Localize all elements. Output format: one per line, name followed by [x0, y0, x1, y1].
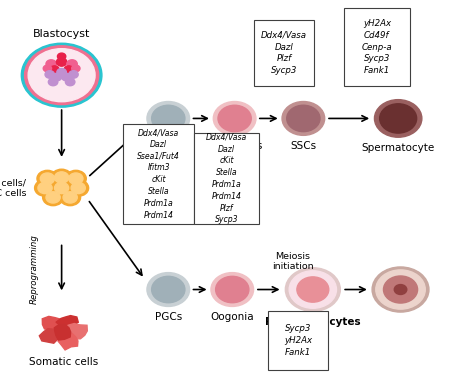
Circle shape	[211, 273, 254, 306]
Circle shape	[35, 180, 55, 196]
Circle shape	[65, 78, 75, 86]
Circle shape	[69, 71, 78, 78]
Circle shape	[65, 170, 86, 187]
Circle shape	[57, 68, 66, 76]
FancyBboxPatch shape	[254, 20, 314, 86]
Circle shape	[383, 276, 418, 303]
Text: PGCs: PGCs	[155, 141, 182, 151]
Circle shape	[285, 268, 340, 311]
Circle shape	[55, 172, 69, 183]
Circle shape	[372, 267, 429, 312]
Circle shape	[297, 277, 329, 302]
Text: Ddx4/Vasa
Dazl
Ssea1/Fut4
Ifitm3
cKit
Stella
Prdm1a
Prdm14: Ddx4/Vasa Dazl Ssea1/Fut4 Ifitm3 cKit St…	[137, 128, 180, 220]
Circle shape	[152, 276, 185, 303]
Circle shape	[218, 105, 251, 132]
Circle shape	[68, 180, 89, 196]
Circle shape	[43, 189, 64, 206]
Circle shape	[71, 182, 85, 194]
Circle shape	[394, 285, 407, 294]
Circle shape	[46, 60, 56, 68]
Circle shape	[55, 182, 69, 194]
Circle shape	[51, 180, 72, 196]
Text: Blastocyst: Blastocyst	[33, 29, 91, 39]
Text: Primary oocytes: Primary oocytes	[265, 317, 361, 327]
Circle shape	[28, 49, 95, 102]
Circle shape	[48, 78, 58, 86]
Circle shape	[147, 273, 190, 306]
Circle shape	[40, 173, 55, 184]
Text: Ddx4/Vasa
Dazl
Plzf
Sycp3: Ddx4/Vasa Dazl Plzf Sycp3	[261, 31, 307, 75]
Text: Meiosis
initiation: Meiosis initiation	[272, 252, 313, 271]
Circle shape	[282, 102, 325, 135]
Circle shape	[374, 100, 422, 137]
Text: iPS cells/
EpiSC cells: iPS cells/ EpiSC cells	[0, 178, 26, 198]
Circle shape	[216, 276, 249, 303]
Polygon shape	[68, 323, 87, 339]
Text: Ddx4/Vasa
Dazl
cKit
Stella
Prdm1a
Prdm14
Plzf
Sycp3: Ddx4/Vasa Dazl cKit Stella Prdm1a Prdm14…	[206, 133, 247, 224]
Text: SSCs: SSCs	[290, 141, 317, 151]
Polygon shape	[39, 329, 58, 343]
Polygon shape	[55, 324, 71, 340]
Circle shape	[38, 182, 52, 194]
Circle shape	[56, 58, 67, 66]
Circle shape	[72, 65, 80, 72]
Polygon shape	[42, 316, 61, 331]
Circle shape	[51, 169, 72, 186]
Circle shape	[289, 271, 337, 308]
Text: Spermatocyte: Spermatocyte	[362, 143, 435, 153]
Text: PGCs: PGCs	[155, 312, 182, 322]
Text: Sycp3
yH2Ax
Fank1: Sycp3 yH2Ax Fank1	[284, 324, 312, 357]
Circle shape	[63, 192, 77, 203]
Circle shape	[69, 173, 83, 184]
Circle shape	[60, 189, 81, 206]
Circle shape	[62, 73, 71, 81]
Polygon shape	[58, 333, 78, 350]
Circle shape	[45, 71, 55, 78]
Circle shape	[43, 65, 52, 72]
Circle shape	[380, 104, 417, 133]
FancyBboxPatch shape	[194, 133, 259, 224]
Circle shape	[57, 53, 66, 60]
Circle shape	[21, 43, 102, 107]
Text: Oogonia: Oogonia	[210, 312, 254, 322]
FancyBboxPatch shape	[123, 124, 194, 224]
Text: Reprogramming: Reprogramming	[30, 234, 38, 304]
FancyBboxPatch shape	[344, 8, 410, 86]
Polygon shape	[56, 315, 78, 331]
FancyBboxPatch shape	[268, 311, 328, 370]
Circle shape	[50, 66, 59, 73]
Circle shape	[37, 170, 58, 187]
Circle shape	[213, 102, 256, 135]
Circle shape	[25, 46, 99, 105]
Circle shape	[147, 102, 190, 135]
Text: yH2Ax
Cd49f
Cenp-a
Sycp3
Fank1: yH2Ax Cd49f Cenp-a Sycp3 Fank1	[362, 19, 392, 75]
Circle shape	[152, 105, 185, 132]
Circle shape	[287, 105, 320, 132]
Circle shape	[376, 270, 425, 309]
Circle shape	[64, 66, 73, 73]
Text: Somatic cells: Somatic cells	[29, 357, 99, 367]
Circle shape	[46, 192, 60, 203]
Circle shape	[52, 73, 62, 81]
Text: Gonocytes: Gonocytes	[207, 141, 262, 151]
Circle shape	[67, 60, 77, 68]
